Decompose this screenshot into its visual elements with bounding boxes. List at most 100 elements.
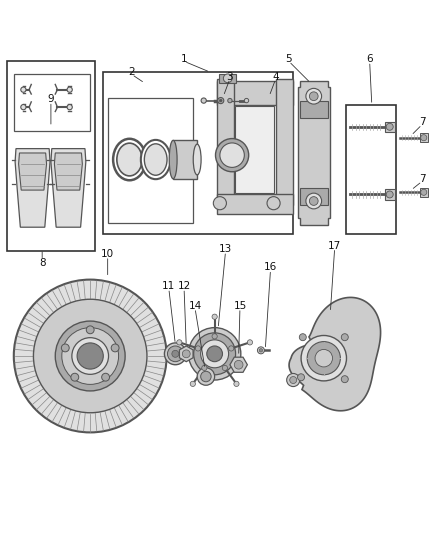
Polygon shape [18, 153, 46, 190]
Circle shape [386, 123, 393, 130]
Polygon shape [15, 149, 50, 227]
Circle shape [306, 193, 321, 209]
Text: 10: 10 [101, 249, 114, 259]
Circle shape [177, 340, 182, 345]
Text: 7: 7 [419, 117, 425, 127]
Circle shape [309, 92, 318, 101]
Text: 15: 15 [233, 301, 247, 311]
Circle shape [297, 374, 304, 381]
Circle shape [307, 342, 340, 375]
Circle shape [201, 340, 229, 368]
Circle shape [421, 135, 427, 141]
Circle shape [215, 139, 249, 172]
Circle shape [62, 328, 119, 384]
Bar [217, 81, 293, 105]
Circle shape [267, 197, 280, 210]
Circle shape [259, 349, 263, 352]
Circle shape [247, 340, 253, 345]
Circle shape [14, 280, 166, 432]
Text: 16: 16 [264, 262, 277, 272]
Circle shape [244, 99, 249, 103]
Text: 4: 4 [272, 71, 279, 82]
Circle shape [287, 374, 300, 386]
Circle shape [201, 372, 211, 382]
Circle shape [167, 346, 183, 362]
Circle shape [207, 346, 223, 362]
Bar [14, 75, 90, 131]
Bar [300, 188, 328, 205]
Circle shape [306, 88, 321, 104]
Text: 11: 11 [162, 281, 175, 291]
Circle shape [212, 334, 217, 339]
Bar [276, 79, 293, 205]
Circle shape [290, 376, 297, 384]
Circle shape [33, 299, 147, 413]
Text: 14: 14 [188, 301, 201, 311]
Ellipse shape [141, 140, 170, 179]
Circle shape [213, 197, 226, 210]
Circle shape [188, 328, 241, 380]
Bar [385, 122, 395, 132]
Text: 3: 3 [226, 71, 233, 82]
Bar [235, 106, 275, 193]
Circle shape [234, 381, 239, 386]
Bar [217, 195, 293, 214]
Circle shape [386, 191, 393, 198]
Bar [300, 101, 328, 118]
Bar [346, 105, 396, 234]
Circle shape [341, 376, 348, 383]
Text: 1: 1 [181, 54, 187, 64]
Circle shape [234, 360, 243, 369]
Bar [385, 189, 395, 200]
Ellipse shape [193, 144, 201, 175]
Bar [420, 133, 427, 142]
Circle shape [202, 365, 207, 370]
Circle shape [220, 143, 244, 167]
Bar [7, 61, 95, 251]
Text: 5: 5 [286, 54, 292, 64]
Bar [103, 72, 293, 234]
Text: 17: 17 [328, 240, 341, 251]
Text: 2: 2 [128, 67, 135, 77]
Circle shape [228, 99, 232, 103]
Circle shape [21, 87, 26, 92]
Polygon shape [51, 149, 86, 227]
Circle shape [190, 381, 195, 386]
Circle shape [182, 350, 190, 358]
Circle shape [55, 321, 125, 391]
Circle shape [301, 335, 346, 381]
Text: 7: 7 [419, 174, 425, 184]
Circle shape [111, 344, 119, 352]
Circle shape [201, 98, 206, 103]
Polygon shape [54, 153, 82, 190]
Circle shape [21, 104, 26, 110]
Circle shape [315, 350, 332, 367]
Circle shape [195, 346, 201, 351]
Text: 8: 8 [39, 258, 46, 268]
Circle shape [77, 343, 103, 369]
Circle shape [223, 74, 232, 83]
Circle shape [67, 87, 72, 92]
Circle shape [218, 98, 224, 103]
Circle shape [86, 326, 94, 334]
Circle shape [194, 333, 236, 375]
Circle shape [61, 344, 69, 352]
Circle shape [309, 197, 318, 205]
Bar [217, 79, 234, 205]
Bar [173, 140, 197, 179]
Polygon shape [289, 297, 381, 411]
Circle shape [212, 314, 217, 319]
Circle shape [222, 365, 227, 370]
Bar [219, 74, 237, 83]
Ellipse shape [145, 144, 167, 175]
Circle shape [299, 334, 306, 341]
Circle shape [219, 99, 222, 102]
Circle shape [72, 338, 109, 374]
Circle shape [67, 104, 72, 110]
Text: 6: 6 [366, 54, 373, 64]
Text: 13: 13 [219, 244, 232, 254]
Circle shape [229, 346, 234, 351]
Circle shape [102, 373, 110, 381]
Circle shape [71, 373, 79, 381]
Text: 9: 9 [48, 94, 54, 104]
